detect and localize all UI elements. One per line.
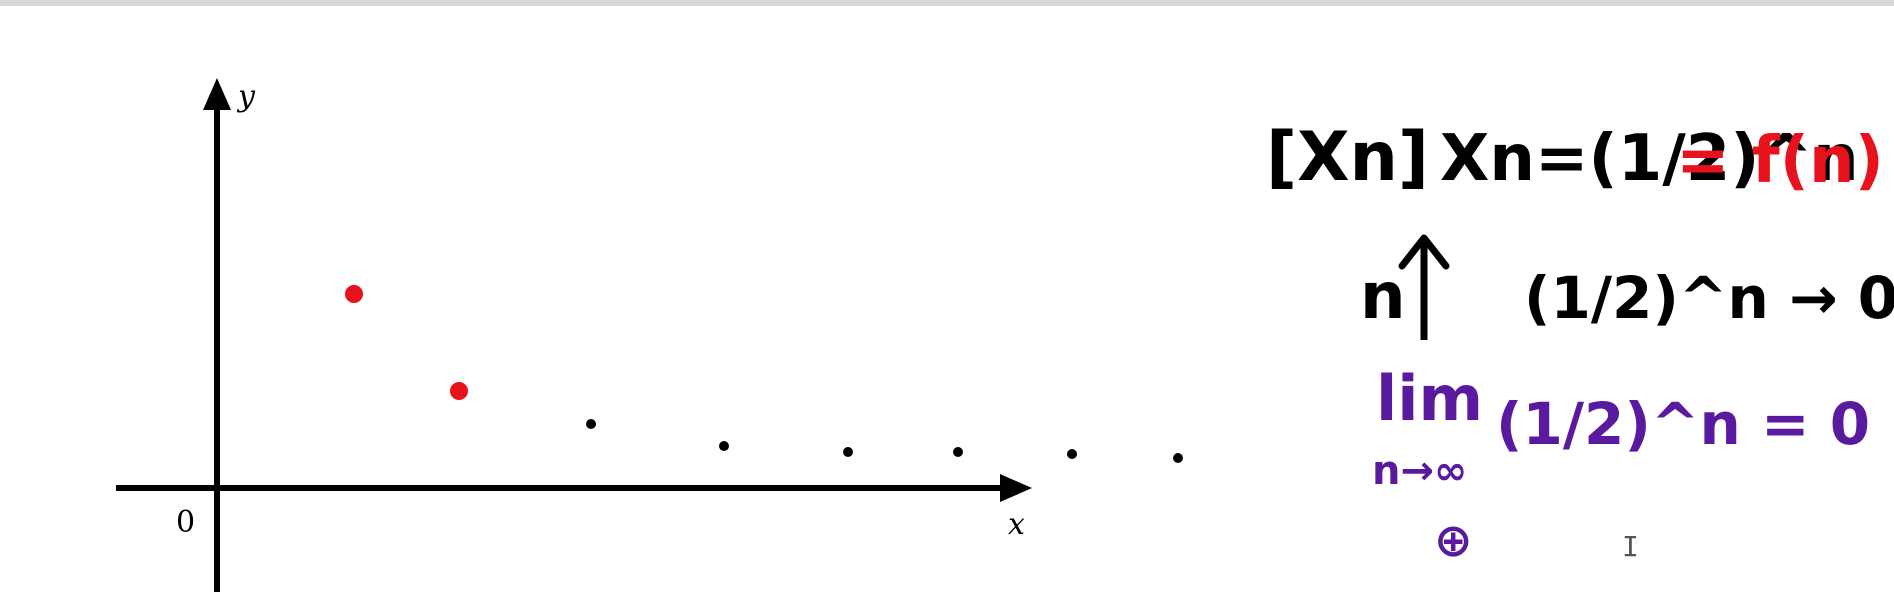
limit-subscript: n→∞ [1372,448,1467,494]
top-strip [0,0,1894,6]
handwritten-notes: [Xn] Xn=(1/2)^n = f(n) n (1/2)^n → 0 lim… [1266,118,1894,567]
x-axis-arrowhead [1000,474,1032,502]
sequence-point [1173,453,1183,463]
sequence-symbol: [Xn] [1266,118,1429,197]
tends-to-zero: (1/2)^n → 0 [1524,264,1894,332]
limit-expression: (1/2)^n = 0 . [1496,390,1894,458]
sequence-points [345,285,1183,463]
circled-plus-icon: ⊕ [1434,513,1473,567]
y-axis-label: y [236,79,256,114]
sequence-point [719,441,729,451]
x-axis-label: x [1008,507,1025,542]
sequence-point [953,447,963,457]
sequence-point [1067,449,1077,459]
sequence-point [843,447,853,457]
sequence-point [586,419,596,429]
axes: y x 0 [116,78,1032,592]
y-axis-arrowhead [203,78,231,110]
limit-word: lim [1376,362,1483,435]
origin-label: 0 [176,505,195,540]
highlighted-point [345,285,363,303]
function-notation: = f(n) [1676,124,1884,198]
highlighted-point [450,382,468,400]
up-arrow-icon [1402,238,1446,340]
text-cursor-icon: I [1622,530,1639,563]
increase-label: n [1360,260,1406,334]
